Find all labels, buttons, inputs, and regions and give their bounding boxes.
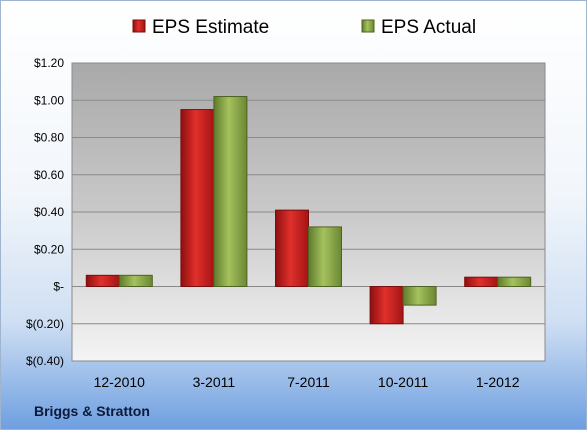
- x-category-label: 10-2011: [378, 374, 429, 390]
- eps-estimate-bar: [369, 286, 404, 325]
- y-tick-label: $(0.20): [26, 317, 64, 331]
- company-label: Briggs & Stratton: [34, 403, 150, 419]
- x-category-label: 3-2011: [193, 374, 236, 390]
- y-tick-label: $0.20: [34, 242, 64, 256]
- eps-actual-bar: [402, 286, 437, 306]
- legend-label-actual: EPS Actual: [381, 17, 476, 38]
- x-category-label: 12-2010: [94, 374, 146, 390]
- y-tick-label: $(0.40): [26, 354, 64, 368]
- eps-actual-bar: [308, 226, 342, 287]
- y-tick-label: $1.00: [34, 93, 64, 107]
- x-category-label: 7-2011: [287, 374, 330, 390]
- eps-actual-bar: [118, 274, 153, 288]
- eps-actual-bar: [213, 96, 248, 288]
- x-axis-categories: 12-2010 3-2011 7-2011 10-2011 1-2012: [94, 374, 520, 390]
- y-tick-label: $1.20: [34, 56, 64, 70]
- legend: EPS Estimate EPS Actual: [132, 17, 476, 38]
- eps-estimate-bar: [180, 109, 215, 287]
- eps-estimate-bar: [275, 209, 309, 287]
- x-category-label: 1-2012: [476, 374, 520, 390]
- eps-actual-bar: [497, 276, 532, 287]
- y-tick-label: $0.40: [34, 205, 64, 219]
- eps-estimate-bar: [85, 274, 120, 288]
- legend-label-estimate: EPS Estimate: [152, 17, 269, 38]
- y-tick-label: $0.80: [34, 131, 64, 145]
- y-tick-label: $0.60: [34, 168, 64, 182]
- eps-estimate-bar: [464, 276, 499, 287]
- legend-swatch-actual: [361, 19, 375, 33]
- y-tick-label: $-: [53, 280, 64, 294]
- legend-swatch-estimate: [132, 19, 146, 33]
- bars: [85, 96, 532, 325]
- y-axis-ticks: $1.20 $1.00 $0.80 $0.60 $0.40 $0.20 $- $(0.20) $…: [26, 56, 64, 368]
